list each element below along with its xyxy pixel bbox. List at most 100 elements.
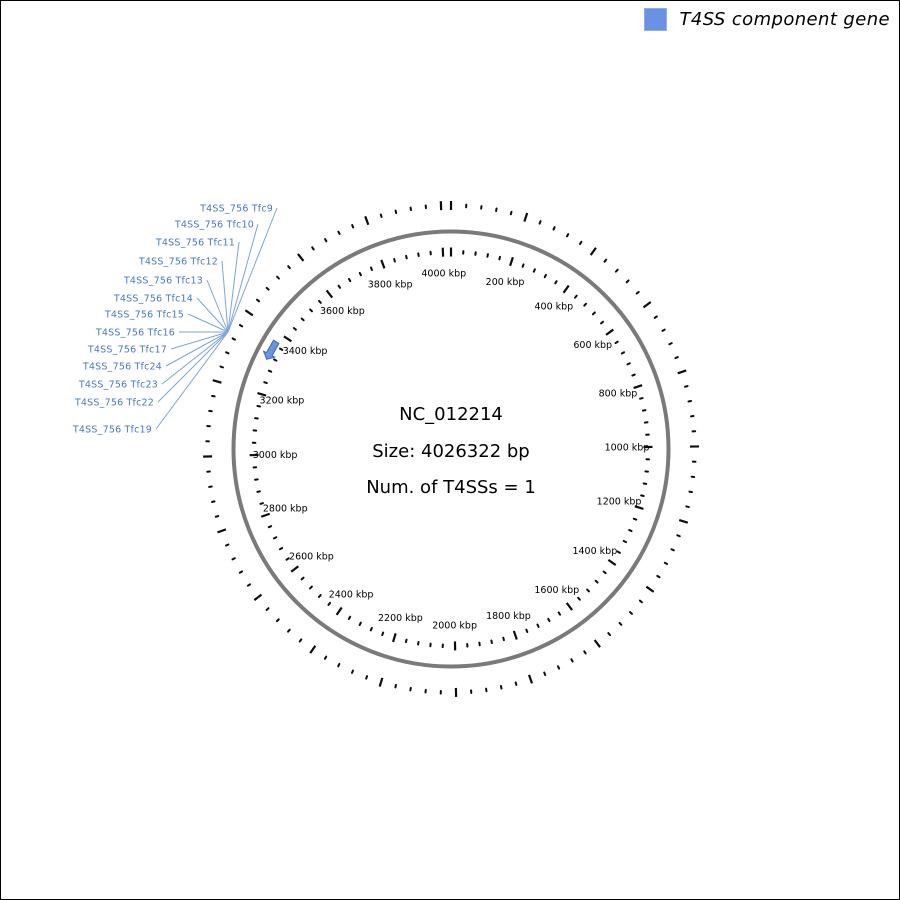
major-tick [605, 328, 614, 336]
position-labels: 200 kbp 400 kbp 600 kbp 800 kbp 1000 kbp 1200… [253, 269, 650, 632]
minor-tick [499, 684, 503, 690]
minor-tick [687, 399, 693, 403]
major-tick [335, 606, 343, 616]
callout-line [196, 297, 229, 333]
position-label: 3400 kbp [283, 346, 328, 357]
gene-label: T4SS_756 Tfc10 [174, 220, 254, 231]
major-tick [678, 518, 689, 524]
callout-line [227, 241, 240, 333]
position-label: 1200 kbp [597, 497, 642, 508]
gene-label: T4SS_756 Tfc16 [95, 328, 175, 339]
minor-tick [498, 255, 501, 261]
minor-tick [278, 546, 284, 551]
major-tick [633, 384, 643, 390]
minor-tick [583, 302, 588, 307]
minor-tick [556, 665, 561, 670]
major-tick [645, 585, 655, 593]
minor-tick [231, 557, 236, 561]
position-label: 2400 kbp [329, 589, 374, 600]
minor-tick [292, 327, 297, 331]
major-tick [634, 505, 644, 510]
minor-tick [327, 601, 332, 606]
minor-tick [309, 585, 313, 590]
minor-tick [674, 356, 679, 360]
major-tick [589, 247, 597, 256]
minor-tick [603, 258, 608, 263]
major-tick [528, 674, 534, 684]
position-label: 3000 kbp [253, 450, 298, 461]
gene-label: T4SS_756 Tfc12 [138, 257, 218, 268]
major-tick [677, 369, 687, 375]
minor-tick [640, 494, 645, 498]
minor-tick [616, 550, 621, 554]
major-tick [565, 602, 573, 611]
minor-tick [256, 490, 261, 493]
minor-tick [618, 621, 623, 626]
minor-tick [538, 220, 542, 225]
major-tick [325, 289, 334, 299]
minor-tick [543, 671, 547, 676]
minor-tick [656, 574, 661, 579]
minor-tick [210, 500, 216, 503]
position-label: 1600 kbp [534, 585, 579, 596]
minor-tick [574, 294, 578, 299]
major-tick [607, 558, 617, 566]
gene-label: T4SS_756 Tfc11 [155, 238, 235, 249]
minor-tick [653, 315, 658, 319]
minor-tick [317, 594, 322, 598]
gene-label: T4SS_756 Tfc22 [74, 398, 154, 409]
minor-tick [600, 320, 605, 325]
callout-line [227, 223, 259, 333]
minor-tick [635, 290, 640, 295]
minor-tick [347, 277, 352, 283]
minor-tick [287, 265, 291, 270]
minor-tick [379, 213, 383, 218]
minor-tick [265, 607, 270, 611]
gene-label: T4SS_756 Tfc23 [78, 380, 158, 391]
major-tick [523, 212, 529, 222]
minor-tick [255, 298, 261, 303]
position-label: 1800 kbp [486, 611, 531, 622]
callout-line [206, 279, 229, 333]
callout-line [161, 331, 229, 385]
minor-tick [231, 337, 236, 341]
legend: T4SS component gene [644, 8, 890, 31]
position-label: 200 kbp [486, 277, 525, 288]
minor-tick [577, 596, 581, 601]
t4ss-gene-feature-arrow [263, 339, 280, 360]
gene-label: T4SS_756 Tfc13 [123, 276, 203, 287]
minor-tick [547, 617, 551, 623]
position-label: 1000 kbp [605, 443, 650, 454]
minor-tick [514, 681, 518, 686]
minor-tick [625, 279, 630, 284]
center-annotation: NC_012214 Size: 4026322 bp Num. of T4SSs… [366, 404, 536, 498]
minor-tick [358, 271, 362, 277]
position-label: 3600 kbp [320, 306, 365, 317]
callout-line [157, 331, 229, 403]
minor-tick [318, 299, 322, 304]
minor-tick [632, 517, 638, 521]
minor-tick [323, 655, 328, 660]
minor-tick [570, 658, 574, 663]
minor-tick [620, 351, 626, 355]
minor-tick [350, 669, 355, 674]
position-label: 3800 kbp [368, 279, 413, 290]
minor-tick [267, 525, 273, 529]
major-tick [562, 284, 570, 294]
position-label: 2000 kbp [432, 620, 477, 631]
major-tick [642, 301, 652, 309]
minor-tick [639, 397, 644, 400]
minor-tick [668, 342, 673, 346]
minor-tick [214, 515, 220, 518]
minor-tick [583, 650, 587, 655]
minor-tick [557, 611, 562, 616]
tick-marks [203, 201, 699, 697]
position-label: 400 kbp [535, 302, 574, 313]
major-tick [509, 256, 514, 267]
genome-size-label: Size: 4026322 bp [372, 441, 529, 462]
minor-tick [263, 381, 268, 385]
minor-tick [536, 623, 540, 628]
minor-tick [586, 588, 590, 593]
minor-tick [311, 246, 315, 251]
minor-tick [405, 254, 408, 260]
